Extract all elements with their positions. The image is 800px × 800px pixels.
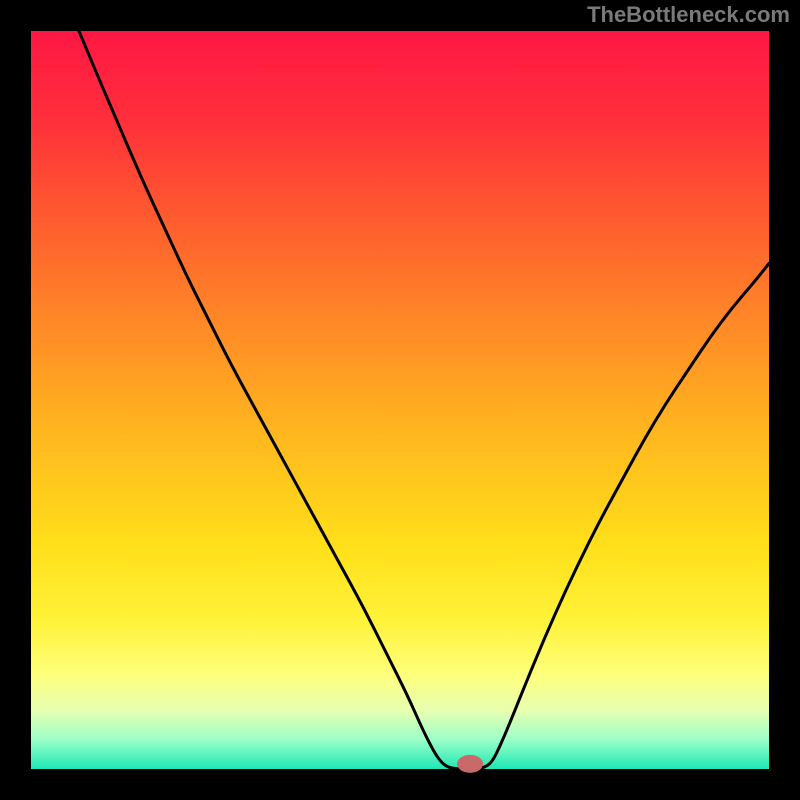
chart-svg [0, 0, 800, 800]
plot-background [31, 31, 769, 769]
watermark-text: TheBottleneck.com [587, 2, 790, 28]
optimal-marker [457, 755, 483, 773]
bottleneck-chart: TheBottleneck.com [0, 0, 800, 800]
